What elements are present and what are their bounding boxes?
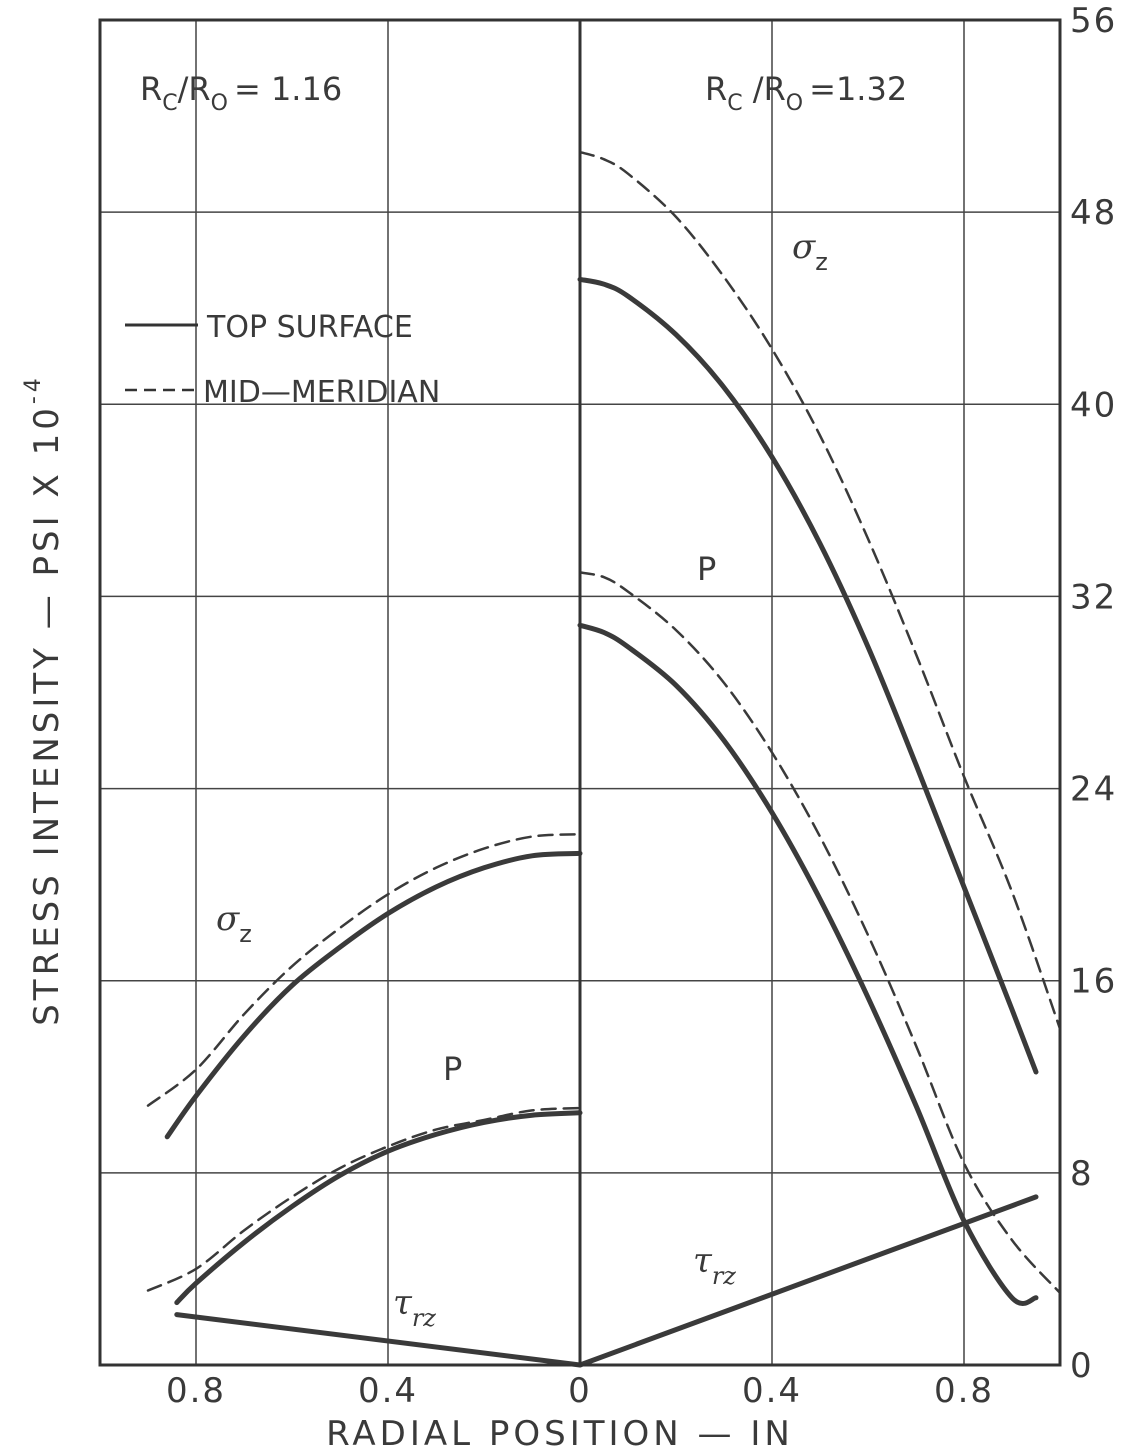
x-tick-label: 0 (568, 1371, 592, 1411)
legend: TOP SURFACE MID—MERIDIAN (125, 310, 440, 410)
y-tick-label: 0 (1070, 1346, 1094, 1386)
x-tick-label: 0.4 (358, 1371, 418, 1411)
left-sigma-z-top-surface-line (164, 850, 583, 1140)
x-tick-label: 0.8 (166, 1371, 226, 1411)
y-tick-label: 16 (1070, 962, 1117, 1002)
right-p-label: P (697, 550, 716, 588)
right-sigma-z-top-surface-line (577, 276, 1039, 1075)
curves (146, 150, 1062, 1368)
y-axis-label: STRESS INTENSITY — PSI X 10-4 (21, 374, 67, 1026)
right-sigma-z-label: σz (792, 227, 828, 276)
right-P-top-surface-line (577, 622, 1039, 1306)
right-sigma-z-mid-meridian-line (578, 150, 1062, 1031)
y-axis-label-group: STRESS INTENSITY — PSI X 10-4 (21, 374, 67, 1026)
left-sigma-z-label: σz (216, 899, 252, 948)
y-tick-label: 24 (1070, 770, 1117, 810)
y-tick-label: 56 (1070, 1, 1117, 41)
right-tau-rz-label: τrz (693, 1241, 736, 1290)
right-ratio-annotation: RC /RO =1.32 (705, 70, 907, 116)
left-P-top-surface-line (174, 1110, 583, 1306)
y-tick-label: 8 (1070, 1154, 1094, 1194)
left-tau-rz-label: τrz (393, 1283, 436, 1332)
right-tau-rz-top-surface-line (577, 1194, 1039, 1368)
x-tick-label: 0.8 (934, 1371, 994, 1411)
left-sigma-z-mid-meridian-line (146, 832, 582, 1107)
left-P-mid-meridian-line (146, 1106, 582, 1292)
x-axis-label: RADIAL POSITION — IN (326, 1414, 794, 1453)
right-P-mid-meridian-line (578, 571, 1062, 1295)
y-tick-label: 40 (1070, 385, 1117, 425)
left-tau-rz-top-surface-line (174, 1312, 583, 1368)
y-tick-label: 32 (1070, 577, 1117, 617)
legend-mid-meridian: MID—MERIDIAN (203, 375, 440, 410)
y-tick-label: 48 (1070, 193, 1117, 233)
left-ratio-annotation: RC/RO = 1.16 (140, 70, 342, 116)
left-p-label: P (443, 1050, 462, 1088)
legend-top-surface: TOP SURFACE (206, 310, 413, 345)
x-tick-label: 0.4 (742, 1371, 802, 1411)
tick-labels: 0 8 16 24 32 40 48 56 0.8 0.4 0 0.4 0.8 (166, 1, 1117, 1411)
